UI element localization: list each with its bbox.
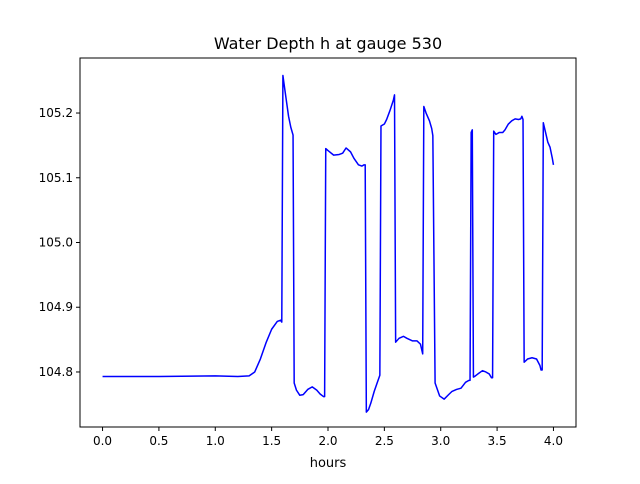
y-tick-label: 105.1 [39, 171, 73, 185]
series-group [102, 74, 555, 413]
plot-area-frame [79, 57, 577, 428]
x-tick-label: 2.5 [375, 434, 394, 448]
y-axis: 104.8 104.9 105.0 105.1 105.2 [39, 106, 80, 379]
x-tick-label: 0.5 [149, 434, 168, 448]
x-tick-label: 3.5 [488, 434, 507, 448]
x-tick-label: 3.0 [431, 434, 450, 448]
x-axis: 0.0 0.5 1.0 1.5 2.0 2.5 3.0 3.5 4.0 [93, 427, 563, 448]
y-tick-label: 104.9 [39, 300, 73, 314]
y-tick-label: 104.8 [39, 365, 73, 379]
chart-title: Water Depth h at gauge 530 [214, 34, 442, 53]
x-tick-label: 4.0 [544, 434, 563, 448]
series-line [102, 74, 555, 413]
x-axis-label: hours [310, 456, 347, 471]
x-tick-label: 1.0 [206, 434, 225, 448]
x-tick-label: 0.0 [93, 434, 112, 448]
x-tick-label: 1.5 [262, 434, 281, 448]
x-tick-label: 2.0 [318, 434, 337, 448]
y-tick-label: 105.2 [39, 106, 73, 120]
y-tick-label: 105.0 [39, 236, 73, 250]
